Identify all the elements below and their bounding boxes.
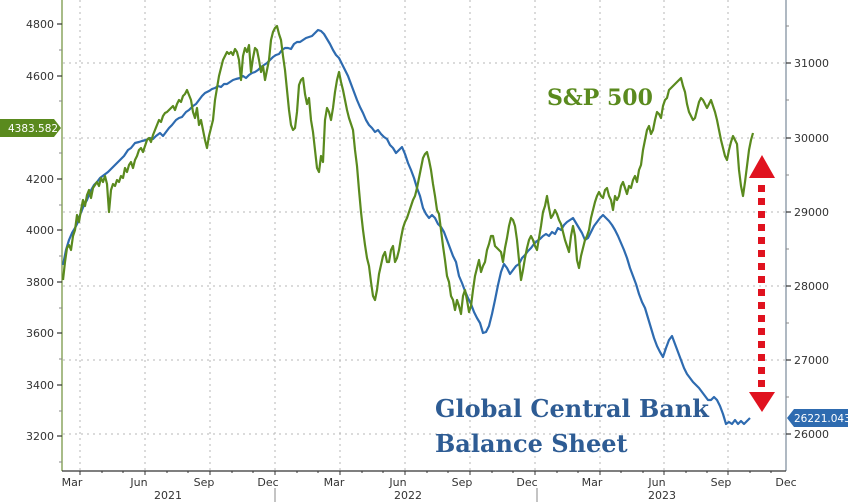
gcb-annotation-line1: Global Central Bank <box>435 394 710 423</box>
gcb-last-value: 26221.043 <box>794 413 848 425</box>
x-axis: Mar Jun Sep Dec Mar Jun Sep Dec Mar Jun … <box>62 470 797 502</box>
x-tick-label: Mar <box>62 476 83 489</box>
left-tick-label: 4800 <box>26 18 54 31</box>
left-tick-label: 3200 <box>26 430 54 443</box>
x-tick-label: Sep <box>711 476 732 489</box>
x-tick-label: Sep <box>194 476 215 489</box>
right-tick-label: 26000 <box>794 428 829 441</box>
x-tick-label: Dec <box>516 476 537 489</box>
year-label: 2023 <box>648 489 676 502</box>
gap-double-arrow-icon <box>749 155 775 412</box>
right-tick-label: 31000 <box>794 57 829 70</box>
left-tick-label: 3400 <box>26 379 54 392</box>
year-label: 2022 <box>394 489 422 502</box>
gcb-last-value-badge: 26221.043 <box>787 409 848 427</box>
gcb-balance-sheet-line <box>61 28 751 426</box>
left-tick-label: 3800 <box>26 276 54 289</box>
x-tick-label: Dec <box>775 476 796 489</box>
right-axis: 31000 30000 29000 28000 27000 26000 <box>785 0 829 471</box>
sp500-annotation: S&P 500 <box>547 85 653 111</box>
right-tick-label: 29000 <box>794 206 829 219</box>
left-tick-label: 4000 <box>26 224 54 237</box>
x-tick-label: Jun <box>129 476 147 489</box>
left-tick-label: 4600 <box>26 70 54 83</box>
year-label: 2021 <box>154 489 182 502</box>
x-tick-label: Jun <box>647 476 665 489</box>
x-tick-label: Dec <box>257 476 278 489</box>
right-tick-label: 27000 <box>794 354 829 367</box>
sp500-line <box>61 24 755 316</box>
x-tick-label: Sep <box>452 476 473 489</box>
gcb-annotation-line2: Balance Sheet <box>435 429 628 458</box>
x-tick-label: Jun <box>388 476 406 489</box>
left-tick-label: 4200 <box>26 173 54 186</box>
left-tick-label: 3600 <box>26 327 54 340</box>
left-axis: 4800 4600 4200 4000 3800 3600 3400 3200 <box>26 0 63 471</box>
vertical-gridlines <box>79 0 729 470</box>
sp500-last-value: 4383.582 <box>8 123 58 135</box>
sp500-last-value-badge: 4383.582 <box>0 119 61 137</box>
x-tick-label: Mar <box>582 476 603 489</box>
right-tick-label: 30000 <box>794 132 829 145</box>
right-tick-label: 28000 <box>794 280 829 293</box>
x-tick-label: Mar <box>324 476 345 489</box>
